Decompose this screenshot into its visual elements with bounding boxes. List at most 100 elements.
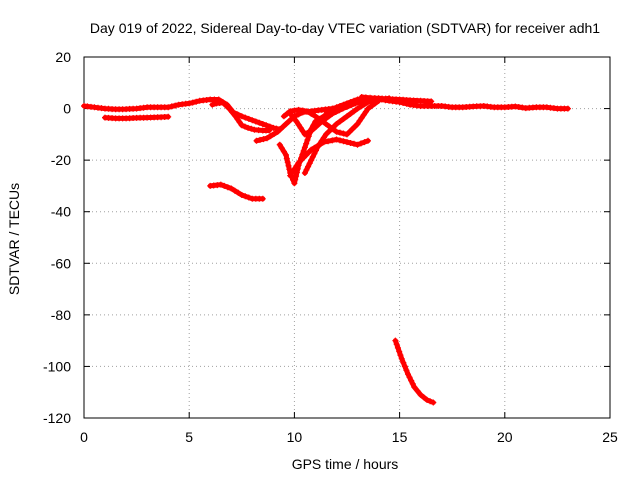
data-point bbox=[301, 170, 308, 176]
series-arc-9 bbox=[287, 136, 371, 179]
data-point bbox=[297, 124, 304, 131]
data-point bbox=[291, 180, 298, 187]
data-point bbox=[270, 124, 277, 131]
data-point bbox=[398, 355, 405, 362]
data-point bbox=[340, 101, 347, 108]
data-point bbox=[325, 113, 332, 120]
data-point bbox=[400, 100, 407, 106]
y-tick-label: -40 bbox=[51, 204, 71, 220]
data-point bbox=[340, 138, 347, 145]
data-point bbox=[300, 147, 307, 154]
data-point bbox=[333, 128, 340, 135]
data-point bbox=[259, 121, 266, 127]
data-point bbox=[248, 125, 255, 132]
x-tick-label: 0 bbox=[80, 429, 88, 445]
y-tick-label: 0 bbox=[63, 101, 71, 117]
data-point bbox=[337, 103, 343, 109]
data-point bbox=[295, 121, 302, 128]
x-tick-label: 25 bbox=[602, 429, 618, 445]
series-arc-13 bbox=[392, 337, 437, 406]
data-point bbox=[278, 145, 285, 152]
y-tick-label: -60 bbox=[51, 255, 71, 271]
data-point bbox=[417, 391, 424, 398]
data-point bbox=[309, 153, 316, 160]
data-point bbox=[231, 187, 238, 194]
data-point bbox=[287, 172, 294, 179]
data-point bbox=[308, 146, 315, 153]
data-point bbox=[306, 160, 313, 167]
data-point bbox=[361, 101, 368, 108]
data-point bbox=[311, 150, 318, 157]
plot-frame bbox=[83, 56, 611, 419]
data-point bbox=[304, 137, 311, 143]
data-point bbox=[219, 99, 226, 106]
data-point bbox=[344, 139, 350, 146]
data-point bbox=[165, 104, 172, 111]
data-point bbox=[285, 162, 292, 169]
data-point bbox=[238, 113, 245, 120]
data-point bbox=[365, 105, 371, 112]
x-tick-label: 15 bbox=[392, 429, 408, 445]
data-point bbox=[312, 113, 319, 120]
data-point bbox=[253, 137, 260, 144]
data-point bbox=[420, 394, 427, 401]
data-point bbox=[329, 137, 336, 144]
data-point bbox=[242, 193, 249, 200]
data-points bbox=[81, 94, 571, 406]
data-point bbox=[396, 348, 403, 355]
data-point bbox=[347, 140, 354, 146]
data-point bbox=[305, 163, 312, 170]
data-point bbox=[245, 124, 252, 131]
data-point bbox=[287, 110, 294, 117]
data-point bbox=[401, 363, 408, 370]
data-point bbox=[347, 110, 354, 117]
data-point bbox=[289, 169, 296, 176]
axis-ticks: 0 5 10 15 20 25 20 0 -20 -40 -60 -80 -100 -120 bbox=[43, 49, 618, 445]
data-point bbox=[252, 118, 259, 125]
data-point bbox=[330, 105, 336, 112]
data-point bbox=[283, 152, 289, 158]
data-point bbox=[306, 128, 313, 135]
data-point bbox=[303, 166, 310, 173]
data-point bbox=[245, 115, 252, 122]
data-point bbox=[292, 176, 299, 183]
data-point bbox=[304, 108, 310, 115]
data-point bbox=[403, 367, 410, 374]
data-point bbox=[168, 103, 175, 110]
data-point bbox=[276, 141, 283, 148]
data-point bbox=[235, 189, 242, 196]
y-tick-label: -120 bbox=[43, 410, 71, 426]
data-point bbox=[242, 123, 248, 130]
data-point bbox=[326, 106, 333, 113]
data-point bbox=[259, 195, 266, 202]
data-point bbox=[245, 194, 252, 201]
data-point bbox=[224, 184, 231, 191]
data-point bbox=[217, 181, 224, 188]
data-point bbox=[354, 121, 361, 127]
data-point bbox=[193, 98, 200, 105]
data-point bbox=[340, 115, 347, 122]
data-point bbox=[290, 114, 297, 121]
data-point bbox=[365, 137, 371, 144]
data-point bbox=[264, 135, 270, 142]
x-tick-label: 20 bbox=[497, 429, 513, 445]
data-point bbox=[405, 371, 411, 378]
data-point bbox=[354, 141, 361, 148]
data-point bbox=[301, 144, 308, 151]
data-point bbox=[409, 380, 416, 387]
data-point bbox=[396, 99, 403, 106]
data-point bbox=[393, 341, 400, 348]
data-point bbox=[221, 182, 228, 189]
data-point bbox=[406, 374, 413, 381]
data-point bbox=[358, 114, 365, 121]
data-point bbox=[414, 387, 421, 394]
series-arc-11 bbox=[358, 94, 571, 112]
data-point bbox=[257, 136, 263, 143]
data-point bbox=[308, 157, 315, 164]
data-point bbox=[311, 144, 318, 151]
data-point bbox=[172, 102, 179, 109]
data-point bbox=[229, 109, 236, 116]
data-point bbox=[293, 173, 300, 180]
